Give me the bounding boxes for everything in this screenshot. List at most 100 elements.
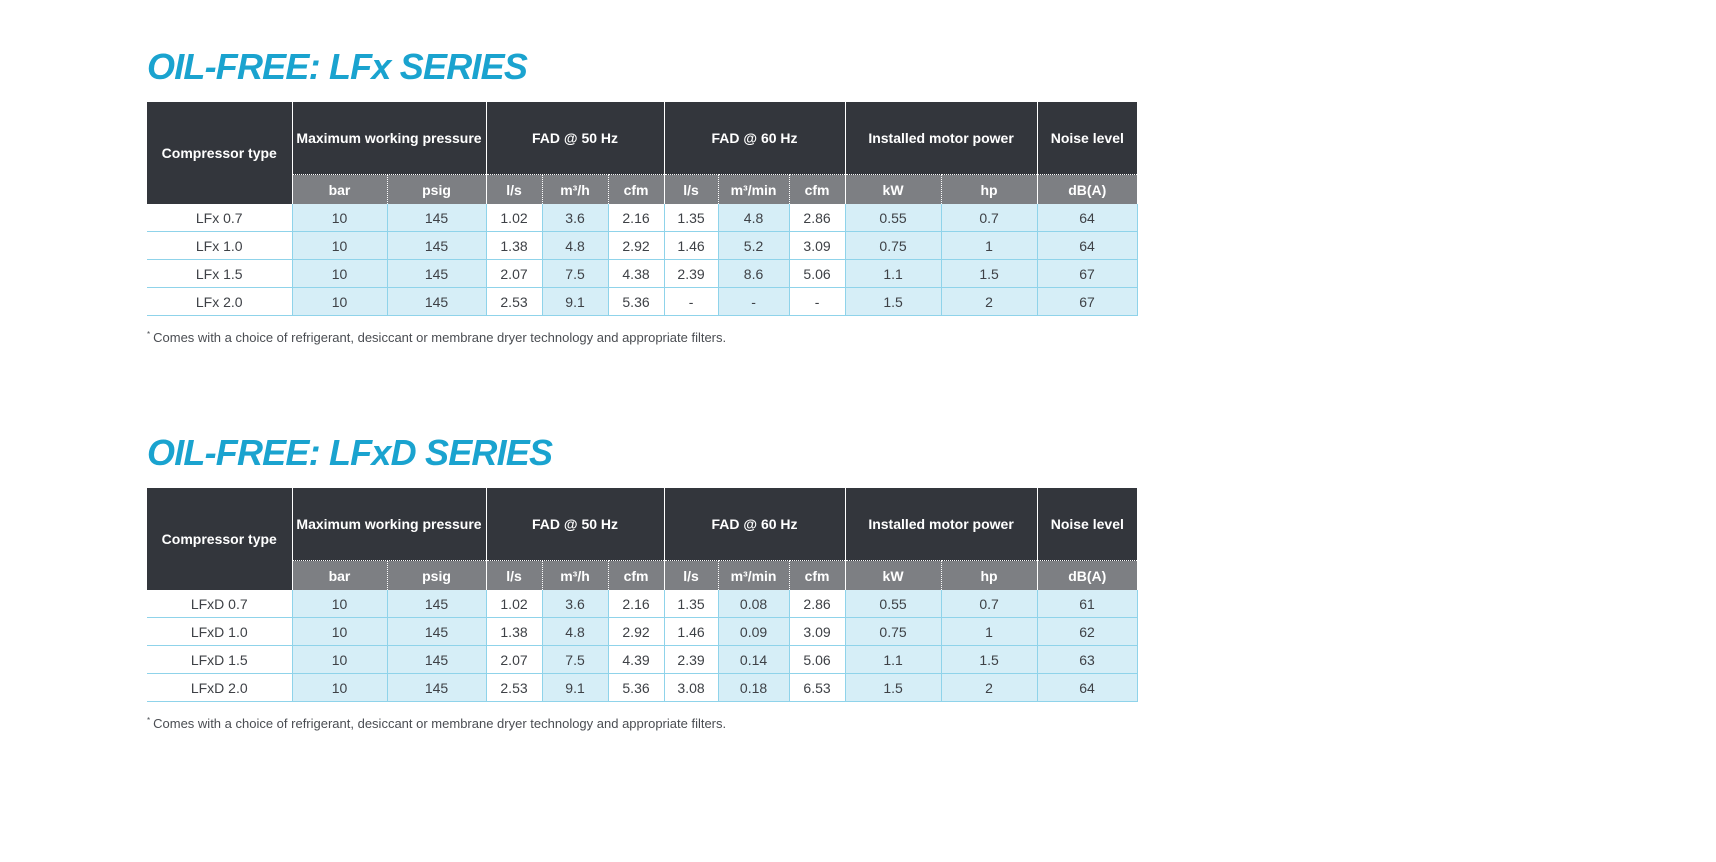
unit-cfm-50: cfm bbox=[607, 560, 665, 590]
lfx-spec-table: Compressor type Maximum working pressure… bbox=[147, 102, 1138, 316]
cell-noise-dba: 64 bbox=[1036, 231, 1138, 260]
cell-fad60-cfm: 2.86 bbox=[788, 204, 846, 232]
cell-power-hp: 2 bbox=[940, 673, 1038, 702]
cell-pressure-psig: 145 bbox=[386, 204, 487, 232]
cell-pressure-bar: 10 bbox=[291, 259, 387, 288]
table-row: LFxD 1.0 10 145 1.38 4.8 2.92 1.46 0.09 3.09 0.75… bbox=[147, 617, 1138, 646]
fad60-header: FAD @ 60 Hz bbox=[663, 102, 846, 175]
cell-fad50-ls: 2.07 bbox=[485, 259, 543, 288]
cell-fad60-cfm: 5.06 bbox=[788, 259, 846, 288]
cell-fad50-ls: 1.38 bbox=[485, 231, 543, 260]
unit-m3h: m³/h bbox=[541, 174, 609, 204]
lfx-title: OIL-FREE: LFx SERIES bbox=[147, 46, 528, 87]
cell-pressure-psig: 145 bbox=[386, 287, 487, 316]
unit-m3min: m³/min bbox=[717, 174, 790, 204]
unit-dba: dB(A) bbox=[1036, 174, 1138, 204]
unit-hp: hp bbox=[940, 560, 1038, 590]
footnote-mark: * bbox=[147, 716, 151, 725]
unit-psig: psig bbox=[386, 174, 487, 204]
cell-power-kw: 0.75 bbox=[844, 231, 942, 260]
unit-cfm-60: cfm bbox=[788, 560, 846, 590]
cell-power-kw: 1.1 bbox=[844, 259, 942, 288]
cell-fad50-m3h: 4.8 bbox=[541, 617, 609, 646]
cell-fad50-cfm: 4.38 bbox=[607, 259, 665, 288]
noise-header: Noise level bbox=[1036, 488, 1138, 561]
cell-fad60-ls: 3.08 bbox=[663, 673, 719, 702]
cell-power-hp: 1 bbox=[940, 617, 1038, 646]
motor-power-header: Installed motor power bbox=[844, 488, 1038, 561]
lfxd-section: OIL-FREE: LFxD SERIES Compressor type Ma… bbox=[147, 430, 1138, 731]
cell-power-hp: 2 bbox=[940, 287, 1038, 316]
unit-cfm-50: cfm bbox=[607, 174, 665, 204]
cell-pressure-psig: 145 bbox=[386, 590, 487, 618]
cell-noise-dba: 61 bbox=[1036, 590, 1138, 618]
cell-fad60-ls: - bbox=[663, 287, 719, 316]
cell-fad60-cfm: 6.53 bbox=[788, 673, 846, 702]
unit-cfm-60: cfm bbox=[788, 174, 846, 204]
cell-noise-dba: 63 bbox=[1036, 645, 1138, 674]
cell-noise-dba: 62 bbox=[1036, 617, 1138, 646]
cell-pressure-psig: 145 bbox=[386, 617, 487, 646]
cell-fad60-ls: 1.35 bbox=[663, 204, 719, 232]
unit-bar: bar bbox=[291, 174, 387, 204]
cell-pressure-psig: 145 bbox=[386, 673, 487, 702]
cell-power-hp: 1.5 bbox=[940, 259, 1038, 288]
footnote-text: Comes with a choice of refrigerant, desi… bbox=[153, 330, 727, 345]
cell-pressure-bar: 10 bbox=[291, 645, 387, 674]
cell-power-hp: 1 bbox=[940, 231, 1038, 260]
unit-ls-50: l/s bbox=[485, 174, 543, 204]
cell-fad50-cfm: 5.36 bbox=[607, 673, 665, 702]
compressor-type-header: Compressor type bbox=[147, 488, 292, 590]
fad50-header: FAD @ 50 Hz bbox=[485, 102, 665, 175]
cell-fad50-ls: 2.53 bbox=[485, 287, 543, 316]
cell-fad50-cfm: 4.39 bbox=[607, 645, 665, 674]
lfx-section: OIL-FREE: LFx SERIES Compressor type Max… bbox=[147, 44, 1138, 345]
cell-pressure-bar: 10 bbox=[291, 287, 387, 316]
cell-model: LFx 0.7 bbox=[147, 204, 292, 232]
unit-m3min: m³/min bbox=[717, 560, 790, 590]
cell-fad60-cfm: 3.09 bbox=[788, 231, 846, 260]
cell-power-hp: 0.7 bbox=[940, 204, 1038, 232]
unit-ls-60: l/s bbox=[663, 174, 719, 204]
cell-noise-dba: 64 bbox=[1036, 673, 1138, 702]
cell-noise-dba: 67 bbox=[1036, 287, 1138, 316]
cell-fad50-ls: 2.07 bbox=[485, 645, 543, 674]
cell-pressure-psig: 145 bbox=[386, 645, 487, 674]
cell-power-hp: 1.5 bbox=[940, 645, 1038, 674]
cell-model: LFx 2.0 bbox=[147, 287, 292, 316]
cell-model: LFxD 1.5 bbox=[147, 645, 292, 674]
cell-power-kw: 1.5 bbox=[844, 287, 942, 316]
cell-fad50-m3h: 9.1 bbox=[541, 673, 609, 702]
cell-fad60-m3min: 0.18 bbox=[717, 673, 790, 702]
cell-fad60-m3min: 4.8 bbox=[717, 204, 790, 232]
lfxd-spec-table: Compressor type Maximum working pressure… bbox=[147, 488, 1138, 702]
cell-pressure-bar: 10 bbox=[291, 231, 387, 260]
cell-model: LFxD 1.0 bbox=[147, 617, 292, 646]
unit-dba: dB(A) bbox=[1036, 560, 1138, 590]
cell-fad60-m3min: 0.14 bbox=[717, 645, 790, 674]
cell-fad60-ls: 2.39 bbox=[663, 645, 719, 674]
table-row: LFx 1.0 10 145 1.38 4.8 2.92 1.46 5.2 3.09 0.75 1 6… bbox=[147, 231, 1138, 260]
cell-power-kw: 1.1 bbox=[844, 645, 942, 674]
cell-pressure-psig: 145 bbox=[386, 259, 487, 288]
cell-power-kw: 0.55 bbox=[844, 204, 942, 232]
cell-fad50-m3h: 3.6 bbox=[541, 204, 609, 232]
noise-header: Noise level bbox=[1036, 102, 1138, 175]
cell-model: LFxD 2.0 bbox=[147, 673, 292, 702]
table-row: LFxD 2.0 10 145 2.53 9.1 5.36 3.08 0.18 6.53 1.5 2… bbox=[147, 673, 1138, 702]
cell-fad50-m3h: 3.6 bbox=[541, 590, 609, 618]
compressor-type-header: Compressor type bbox=[147, 102, 292, 204]
cell-pressure-psig: 145 bbox=[386, 231, 487, 260]
cell-pressure-bar: 10 bbox=[291, 673, 387, 702]
unit-psig: psig bbox=[386, 560, 487, 590]
unit-kw: kW bbox=[844, 560, 942, 590]
cell-fad50-ls: 1.02 bbox=[485, 590, 543, 618]
motor-power-header: Installed motor power bbox=[844, 102, 1038, 175]
cell-fad50-cfm: 2.92 bbox=[607, 231, 665, 260]
fad50-header: FAD @ 50 Hz bbox=[485, 488, 665, 561]
unit-hp: hp bbox=[940, 174, 1038, 204]
unit-kw: kW bbox=[844, 174, 942, 204]
cell-fad60-m3min: 8.6 bbox=[717, 259, 790, 288]
unit-bar: bar bbox=[291, 560, 387, 590]
cell-fad50-cfm: 2.92 bbox=[607, 617, 665, 646]
